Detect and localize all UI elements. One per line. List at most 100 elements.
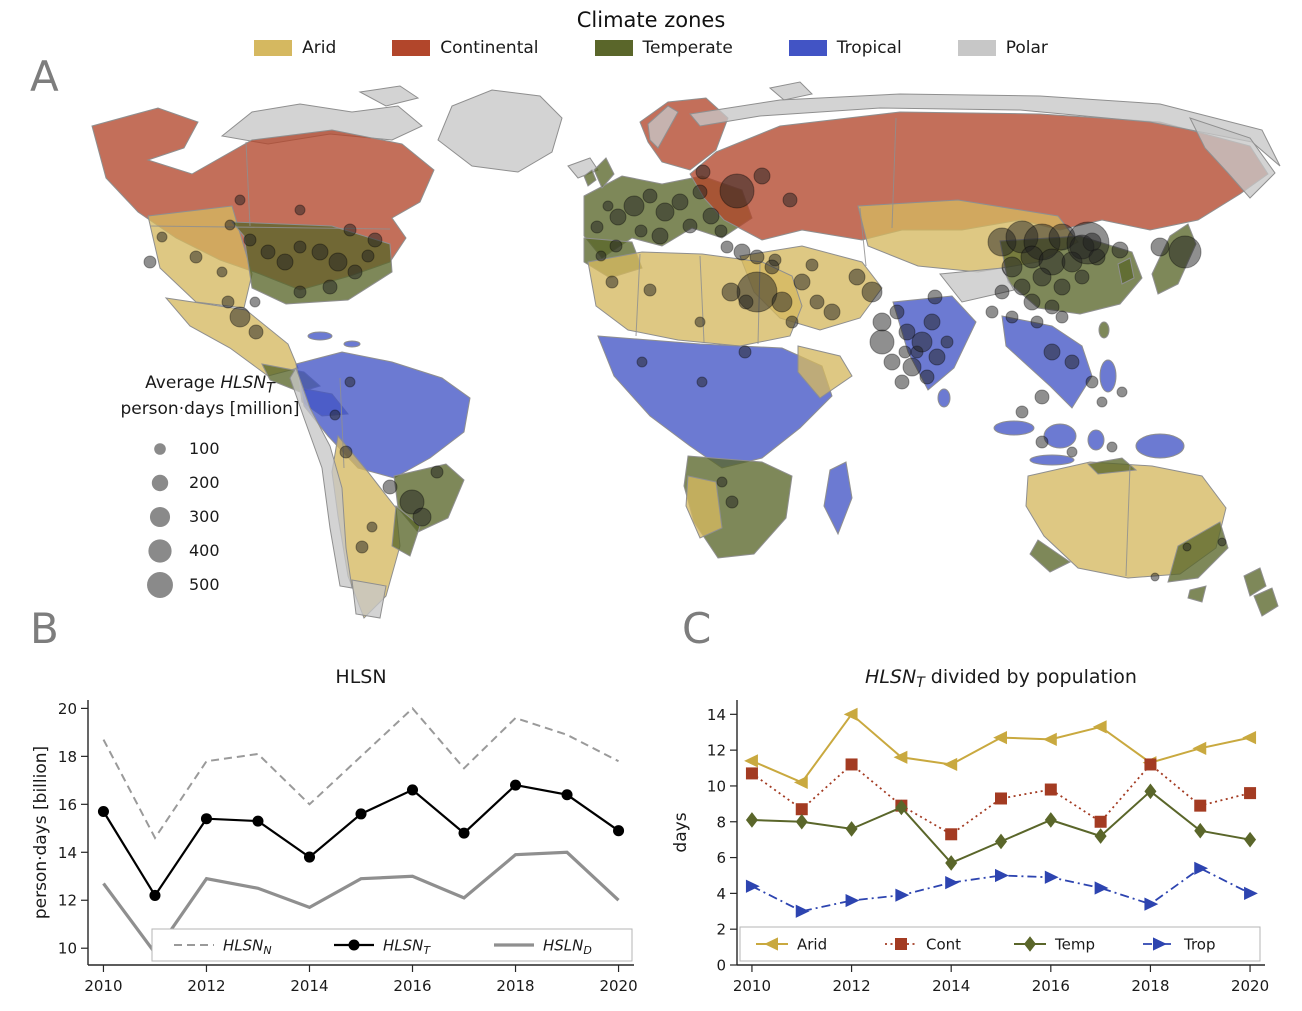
map-bubble [764, 259, 780, 275]
data-point [1092, 720, 1107, 734]
data-point [1044, 783, 1057, 796]
data-point [995, 868, 1009, 883]
map-bubble [595, 250, 607, 262]
polar-swatch [957, 40, 996, 56]
map-bubble [809, 294, 825, 310]
legend-entry-label: Arid [797, 936, 827, 954]
map-bubble [248, 324, 264, 340]
y-axis-label: days [671, 812, 691, 852]
size-legend-row: 300 [95, 500, 325, 534]
climate-legend-label: Tropical [836, 38, 902, 58]
data-point [745, 879, 760, 893]
map-bubble [1053, 278, 1071, 296]
legend-entry-label: HSLND [543, 937, 592, 958]
tropical-swatch [788, 40, 827, 56]
arid-swatch [254, 40, 293, 56]
map-bubble [869, 329, 895, 355]
map-bubble [919, 369, 935, 385]
map-bubble [1066, 446, 1078, 458]
map-bubble [339, 445, 353, 459]
map-bubble [1015, 405, 1029, 419]
climate-zones-title: Climate zones [576, 8, 726, 32]
map-bubble [771, 291, 793, 313]
map-bubble [609, 208, 627, 226]
size-legend-value: 200 [189, 473, 220, 493]
data-point [97, 805, 109, 818]
map-bubble [1032, 267, 1052, 287]
data-point [843, 707, 858, 721]
map-bubble [243, 233, 257, 247]
map-bubble [805, 258, 819, 272]
map-bubble [1066, 221, 1110, 265]
map-bubble [738, 294, 754, 310]
andes-strip [289, 366, 353, 589]
data-point [458, 827, 470, 839]
map-bubble [322, 279, 338, 295]
map-bubble [361, 249, 375, 263]
data-point [1244, 787, 1257, 800]
map-bubble [1074, 269, 1090, 285]
data-point [1194, 799, 1207, 812]
x-tick-label: 2012 [187, 977, 225, 995]
hlsn-bubbles [143, 164, 1227, 582]
map-bubble [883, 353, 901, 371]
map-bubble [1217, 537, 1227, 547]
size-legend-rows: 100 200 300 400 500 [95, 432, 325, 602]
map-bubble [249, 296, 261, 308]
central-africa-tropical [597, 335, 833, 469]
map-bubble [1055, 310, 1069, 324]
data-point [764, 937, 778, 951]
map-bubble [382, 479, 398, 495]
size-legend-circle [149, 506, 171, 527]
data-point [1094, 828, 1107, 844]
data-point [1144, 897, 1159, 911]
y-tick-label: 0 [716, 957, 726, 975]
map-bubble [682, 218, 698, 234]
data-point [348, 939, 360, 951]
map-bubble [985, 305, 999, 319]
tasmania-region [1187, 585, 1207, 603]
patagonia-region [351, 579, 387, 619]
x-tick-label: 2016 [1032, 977, 1070, 995]
map-bubble [753, 167, 771, 185]
map-bubble [1150, 237, 1170, 257]
map-bubble [898, 323, 916, 341]
map-bubble [234, 194, 246, 206]
map-bubble [1044, 299, 1060, 315]
y-tick-label: 10 [707, 777, 726, 795]
data-point [793, 775, 808, 789]
size-legend-circle [148, 539, 172, 563]
data-point [1194, 822, 1207, 839]
map-bubble [782, 192, 798, 208]
mexico-arid [164, 297, 299, 377]
map-bubble [609, 239, 623, 253]
map-bubble [1001, 256, 1023, 278]
taiwan-region [1098, 321, 1110, 339]
legend-entry-label: Temp [1054, 936, 1095, 954]
data-point [200, 813, 212, 825]
map-bubble [602, 200, 614, 212]
map-bubble [994, 284, 1010, 300]
data-point [510, 779, 522, 791]
map-bubble [294, 204, 306, 216]
map-bubble [927, 289, 943, 305]
size-legend-metric-sub: T [266, 380, 275, 397]
madagascar-region [823, 461, 853, 536]
map-bubble [733, 243, 751, 261]
size-legend-row: 100 [95, 432, 325, 466]
y-tick-label: 8 [716, 813, 726, 831]
panel-b-label: B [30, 604, 59, 653]
data-point [1244, 886, 1258, 900]
data-point [1044, 812, 1057, 828]
climate-legend-item-polar: Polar [957, 38, 1048, 58]
map-bubble [651, 227, 669, 245]
map-bubble [1023, 293, 1041, 311]
size-legend-title: Average HLSNT person·days [million] [95, 372, 325, 420]
data-point [1242, 731, 1257, 745]
data-point [845, 821, 858, 837]
new-guinea-region [1135, 433, 1185, 459]
x-tick-label: 2010 [733, 977, 771, 995]
x-tick-label: 2020 [599, 977, 637, 995]
map-bubble [738, 345, 752, 359]
